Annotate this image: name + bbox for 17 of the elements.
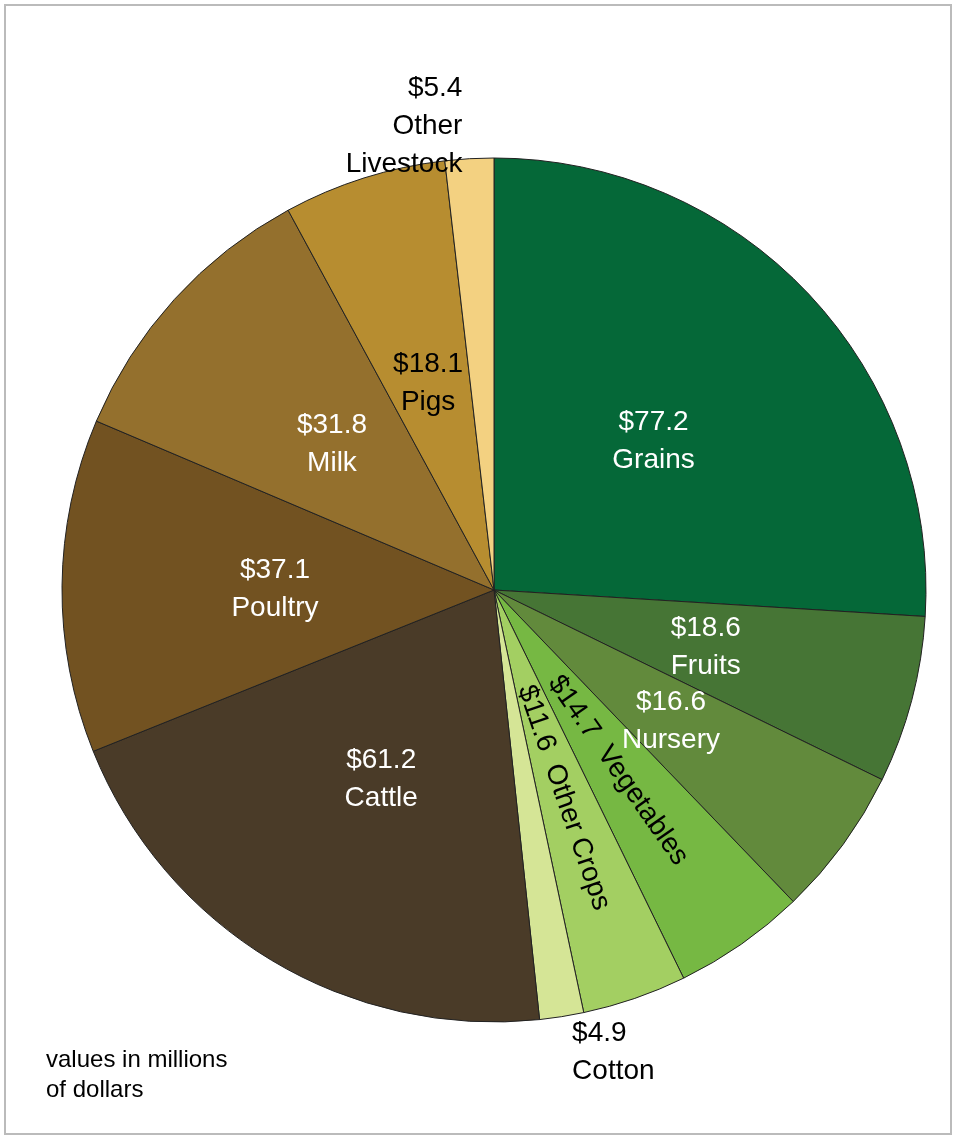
data-label: $61.2 xyxy=(346,743,417,775)
data-label: $16.6 xyxy=(635,684,706,716)
slice-label: Cattle xyxy=(344,781,418,813)
data-label: $77.2 xyxy=(618,405,689,437)
data-label: $31.8 xyxy=(296,408,367,440)
data-label: $37.1 xyxy=(239,553,311,585)
slice-label: Poultry xyxy=(231,591,319,623)
slice-label: Fruits xyxy=(670,649,741,681)
data-label: $18.6 xyxy=(670,611,741,643)
data-label: $18.1 xyxy=(393,346,464,378)
slice-label: Grains xyxy=(612,443,695,475)
slice-label: Pigs xyxy=(400,384,456,416)
data-label: $5.4 xyxy=(407,71,463,103)
text: values in millions of dollars xyxy=(46,1044,228,1102)
data-label: $4.9 xyxy=(572,1015,627,1047)
slice-label: Milk xyxy=(307,446,358,478)
slice-label: Cotton xyxy=(572,1053,655,1085)
